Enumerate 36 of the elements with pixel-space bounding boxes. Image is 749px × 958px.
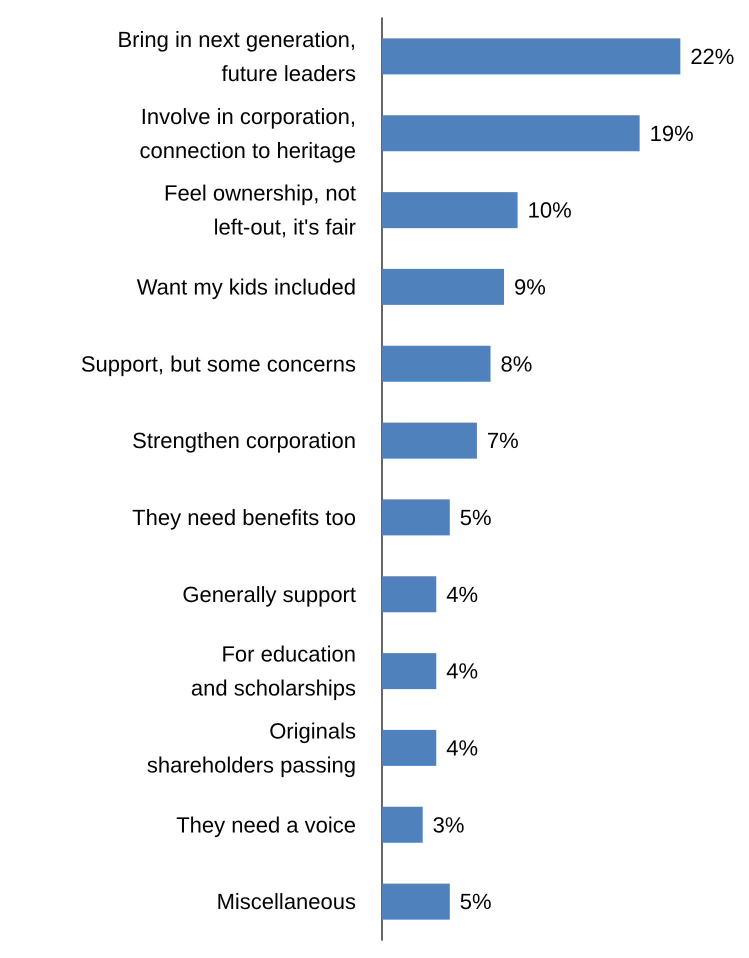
- data-label: 4%: [446, 735, 478, 760]
- bar: [382, 268, 504, 305]
- y-tick-label: Strengthen corporation: [132, 428, 356, 454]
- y-tick-label: Generally support: [182, 582, 356, 607]
- y-tick-label: Want my kids included: [136, 274, 356, 300]
- y-tick-label: Involve in corporation, connection to heritage: [140, 104, 356, 163]
- data-label: 19%: [650, 120, 694, 146]
- data-label: 4%: [446, 582, 478, 607]
- bar: [382, 576, 436, 612]
- data-label: 7%: [486, 428, 519, 454]
- y-tick-label: Feel ownership, not left-out, it's fair: [164, 180, 356, 240]
- bar: [382, 653, 436, 690]
- bar: [382, 346, 490, 382]
- bar: [382, 499, 450, 536]
- data-label: 10%: [528, 198, 572, 223]
- y-tick-label: Originals shareholders passing: [146, 718, 356, 778]
- bar: [382, 422, 477, 459]
- data-label: 3%: [432, 812, 464, 838]
- y-tick-label: They need a voice: [176, 812, 356, 838]
- data-label: 5%: [460, 889, 492, 914]
- bar: [382, 806, 423, 843]
- data-label: 9%: [514, 274, 546, 300]
- y-tick-label: Bring in next generation, future leaders: [118, 26, 356, 86]
- bar: [382, 115, 640, 152]
- data-label: 22%: [690, 44, 734, 69]
- data-label: 5%: [460, 504, 492, 530]
- bar: [382, 730, 436, 766]
- data-label: 4%: [446, 658, 478, 684]
- y-tick-label: They need benefits too: [132, 504, 356, 530]
- y-tick-label: For education and scholarships: [190, 642, 356, 701]
- bar: [382, 192, 518, 228]
- y-tick-label: Miscellaneous: [216, 889, 356, 914]
- bar: [382, 884, 450, 920]
- data-label: 8%: [500, 351, 532, 376]
- y-tick-label: Support, but some concerns: [80, 351, 356, 376]
- bar: [382, 38, 680, 74]
